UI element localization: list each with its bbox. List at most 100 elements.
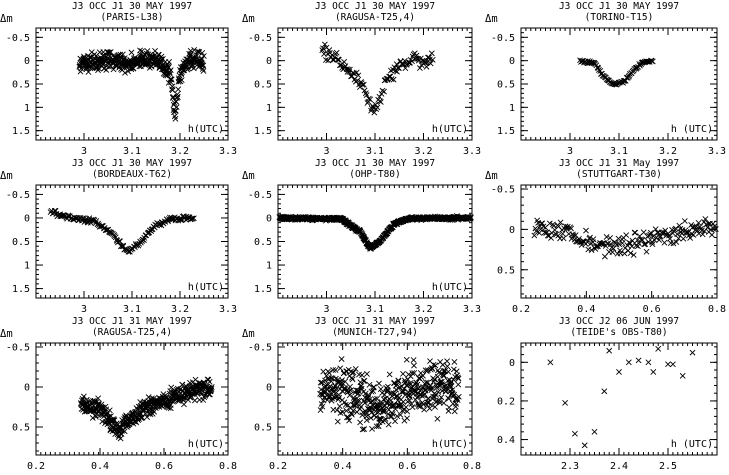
- data-points: [319, 41, 436, 116]
- data-point-marker: [694, 227, 701, 234]
- y-tick-label: 1.5: [12, 284, 30, 295]
- data-point-marker: [438, 394, 445, 401]
- data-point-marker: [440, 372, 447, 379]
- data-point-marker: [669, 361, 676, 368]
- data-point-marker: [679, 372, 686, 379]
- data-point-marker: [208, 384, 215, 390]
- x-tick-label: 3.3: [708, 146, 726, 157]
- data-point-marker: [539, 220, 546, 227]
- data-point-marker: [650, 369, 657, 375]
- data-point-marker: [328, 378, 335, 385]
- data-point-marker: [367, 96, 374, 103]
- data-point-marker: [622, 77, 629, 84]
- y-tick-label: 0.5: [497, 80, 515, 91]
- x-tick-label: 3.3: [219, 304, 237, 315]
- data-point-marker: [336, 403, 343, 410]
- data-point-marker: [170, 101, 177, 108]
- y-tick-label: 0: [266, 56, 272, 67]
- x-axis-label: h(UTC): [188, 282, 224, 293]
- data-point-marker: [178, 77, 185, 83]
- data-point-marker: [432, 362, 439, 369]
- y-tick-label: 0: [266, 213, 272, 224]
- data-point-marker: [651, 237, 658, 244]
- chart-subtitle: (TORINO-T15): [585, 12, 654, 23]
- y-axis-label: Δm: [485, 170, 498, 182]
- data-point-marker: [83, 396, 90, 403]
- data-point-marker: [325, 376, 332, 383]
- data-point-marker: [391, 380, 398, 386]
- data-point-marker: [190, 65, 197, 72]
- chart-panel-6: J3 OCC J1 31 May 1997(STUTTGART-T30) Δm 0.…: [485, 158, 726, 315]
- y-axis-label: Δm: [0, 170, 13, 182]
- data-point-marker: [436, 382, 443, 389]
- data-point-marker: [199, 50, 206, 56]
- data-point-marker: [200, 53, 207, 59]
- data-point-marker: [172, 107, 179, 114]
- data-point-marker: [192, 389, 199, 396]
- x-tick-label: 0.4: [91, 461, 109, 472]
- data-point-marker: [616, 369, 622, 375]
- y-tick-label: 1.5: [12, 126, 30, 137]
- data-point-marker: [374, 104, 381, 111]
- x-tick-label: 0.6: [398, 461, 416, 472]
- data-point-marker: [645, 359, 652, 366]
- data-point-marker: [400, 398, 407, 405]
- y-tick-label: -0.5: [248, 33, 272, 44]
- data-point-marker: [190, 215, 197, 222]
- x-tick-label: 3.2: [414, 304, 432, 315]
- data-point-marker: [416, 65, 423, 72]
- data-point-marker: [381, 391, 388, 398]
- data-point-marker: [467, 214, 474, 221]
- y-tick-label: 1: [24, 261, 30, 272]
- data-point-marker: [402, 65, 409, 72]
- y-tick-label: 1.5: [254, 126, 272, 137]
- data-point-marker: [393, 61, 400, 68]
- data-point-marker: [369, 425, 375, 432]
- data-point-marker: [195, 48, 202, 55]
- y-tick-label: -0.5: [491, 185, 515, 196]
- data-point-marker: [590, 236, 597, 243]
- data-point-marker: [429, 56, 436, 63]
- chart-subtitle: (MUNICH-T27,94): [332, 327, 418, 338]
- data-point-marker: [555, 232, 562, 239]
- x-tick-label: 0.4: [334, 461, 352, 472]
- data-point-marker: [708, 231, 715, 238]
- data-point-marker: [141, 237, 147, 244]
- data-point-marker: [436, 369, 442, 376]
- data-point-marker: [401, 385, 408, 392]
- data-point-marker: [536, 230, 543, 236]
- x-tick-label: 3: [323, 304, 329, 315]
- y-axis-label: Δm: [0, 328, 13, 340]
- data-point-marker: [366, 392, 373, 399]
- x-axis-label: h(UTC): [188, 124, 224, 135]
- data-point-marker: [438, 378, 445, 385]
- data-point-marker: [591, 428, 598, 435]
- y-tick-label: 1: [266, 261, 272, 272]
- data-point-marker: [712, 226, 719, 232]
- data-point-marker: [643, 248, 650, 255]
- data-point-marker: [394, 413, 401, 420]
- data-points: [577, 57, 656, 88]
- chart-title: J3 OCC J2 06 JUN 1997: [559, 316, 679, 327]
- data-point-marker: [394, 402, 401, 409]
- chart-title: J3 OCC J1 30 MAY 1997: [315, 158, 435, 169]
- data-point-marker: [178, 217, 184, 224]
- data-point-marker: [621, 250, 628, 257]
- chart-subtitle: (OHP-T80): [349, 169, 400, 180]
- data-point-marker: [359, 426, 366, 433]
- x-tick-label: 3: [567, 146, 573, 157]
- x-axis-label: h (UTC): [671, 124, 713, 135]
- data-point-marker: [409, 370, 416, 376]
- chart-panel-1: J3 OCC J1 30 MAY 1997(PARIS-L38) Δm 3 3.1 3.…: [0, 1, 237, 157]
- data-point-marker: [400, 370, 406, 377]
- data-point-marker: [106, 407, 113, 414]
- data-point-marker: [669, 230, 676, 237]
- data-point-marker: [202, 392, 209, 399]
- data-point-marker: [354, 77, 361, 84]
- data-point-marker: [166, 59, 173, 65]
- data-point-marker: [368, 388, 375, 395]
- data-point-marker: [644, 58, 650, 65]
- data-point-marker: [409, 58, 415, 65]
- data-point-marker: [557, 219, 564, 226]
- data-point-marker: [51, 207, 58, 214]
